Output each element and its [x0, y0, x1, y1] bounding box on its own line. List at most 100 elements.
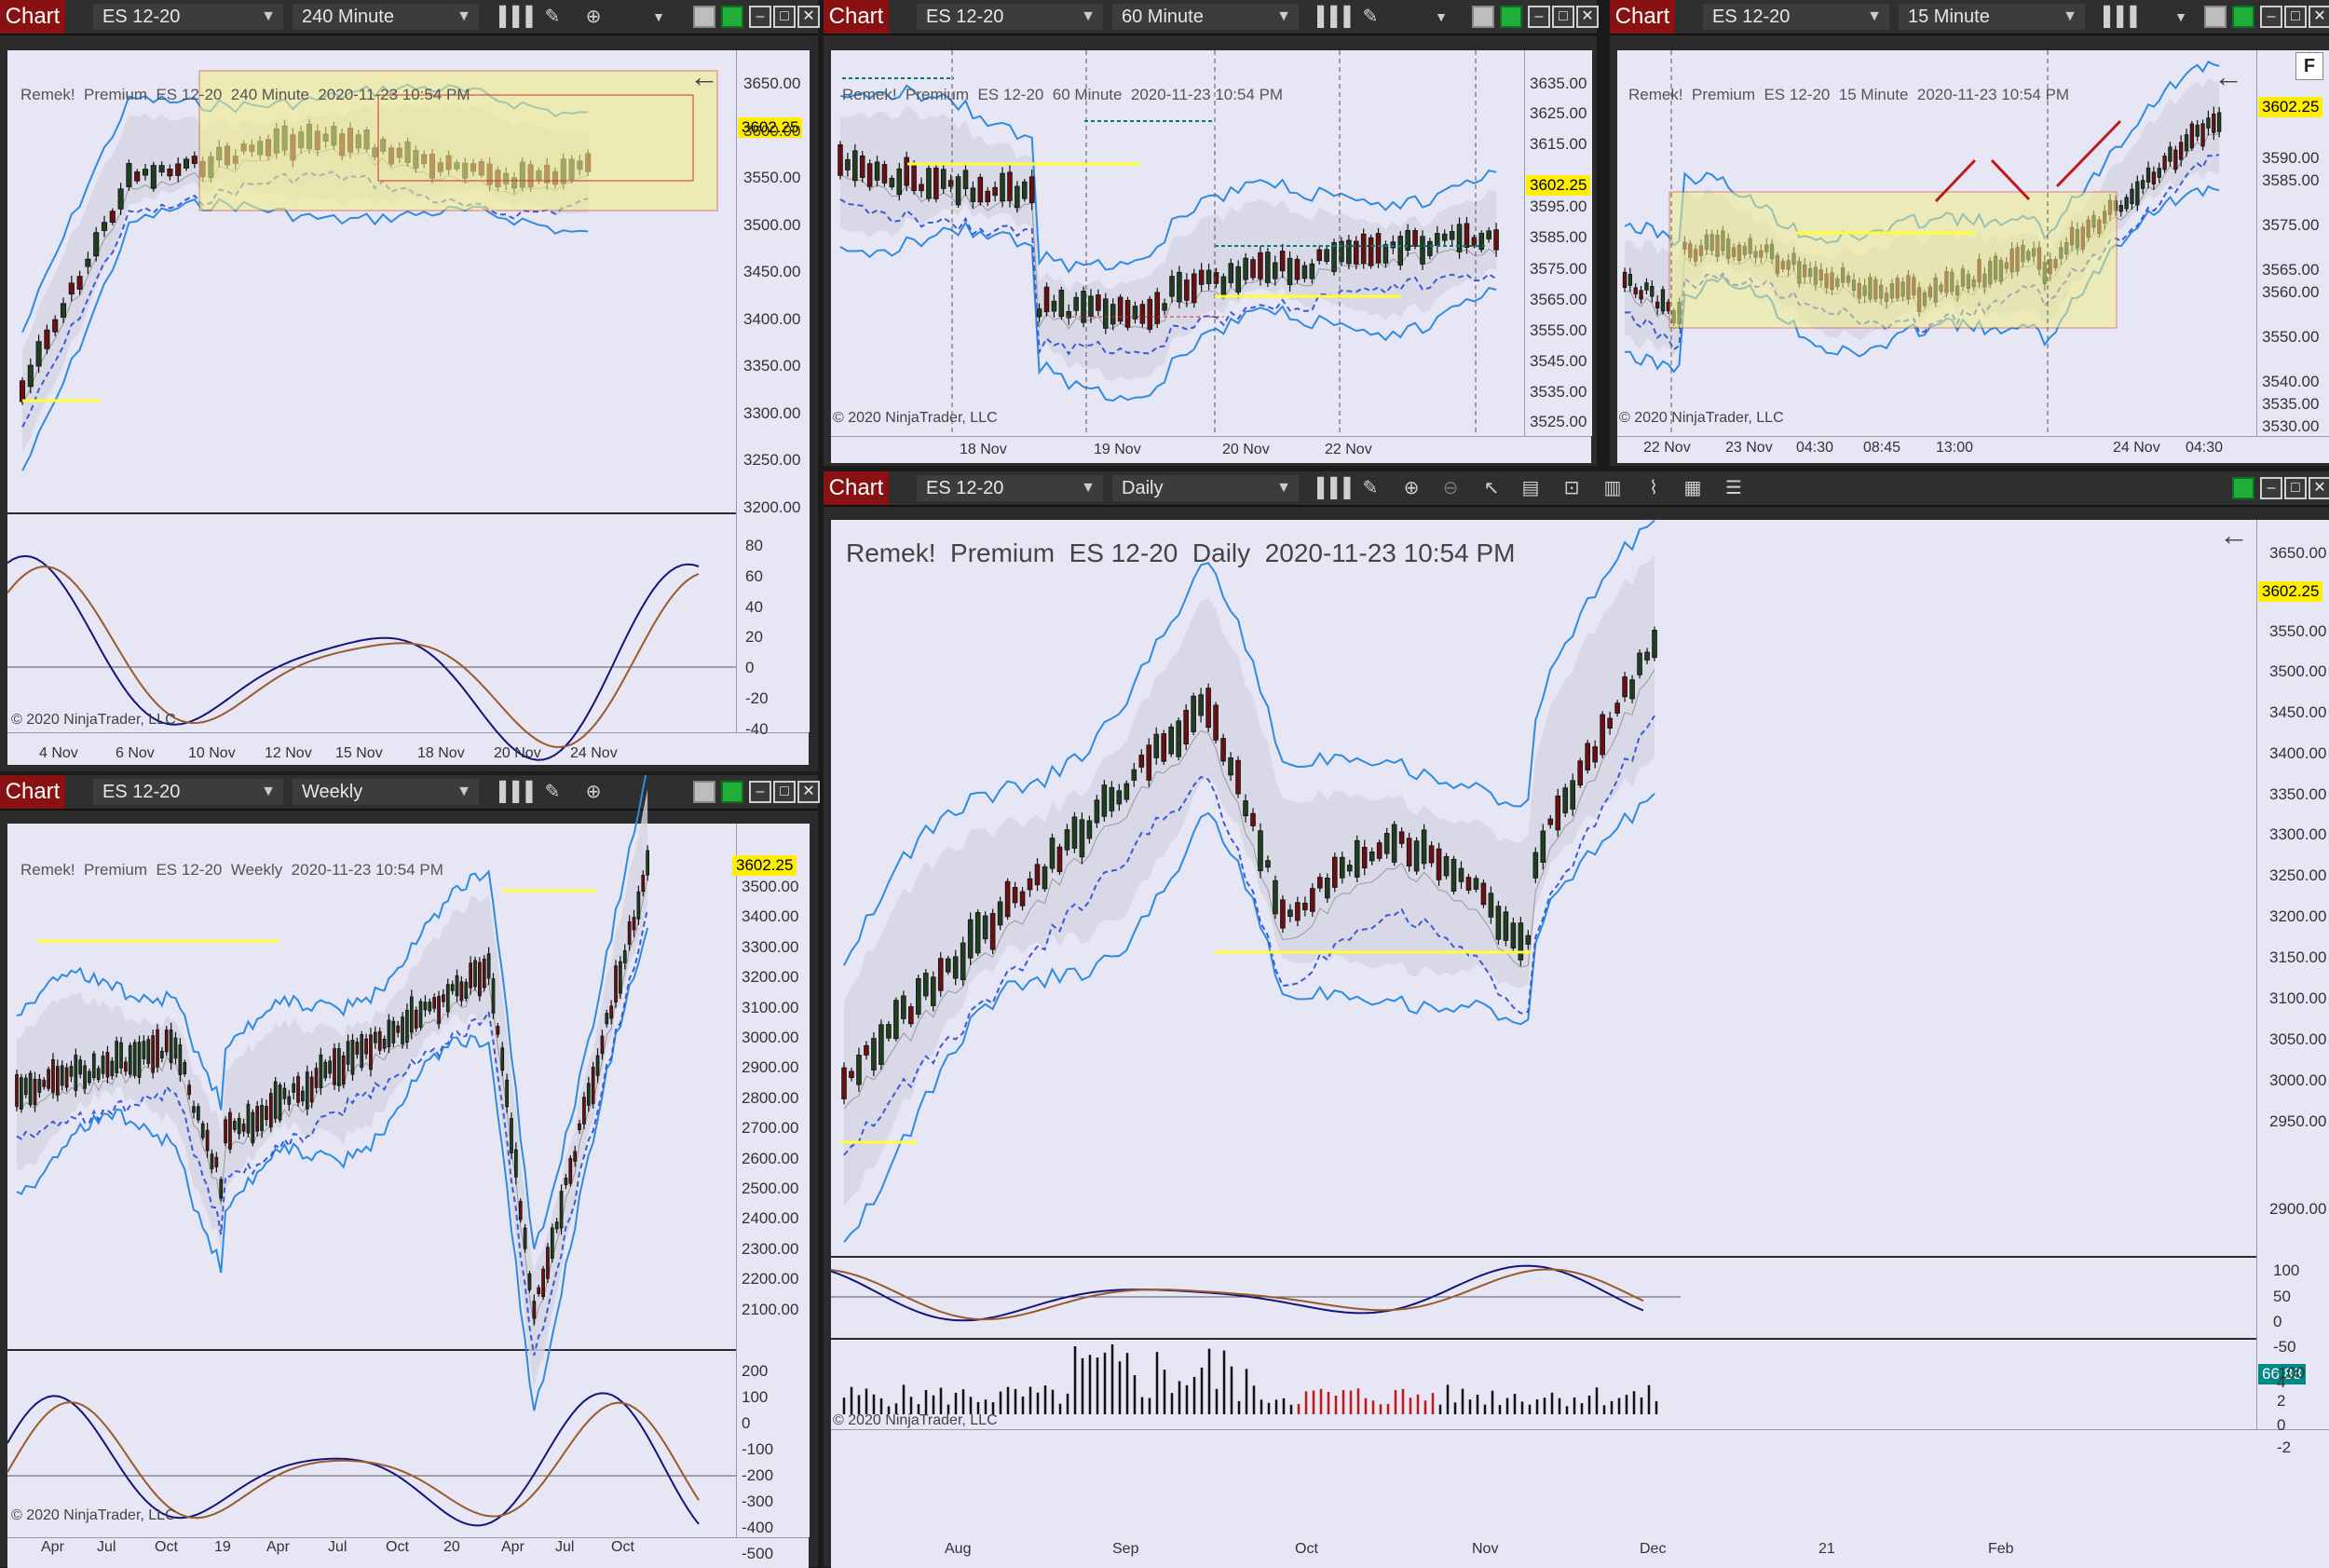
candle-body [137, 1042, 142, 1078]
link-color-button[interactable] [693, 6, 715, 28]
candle-body [119, 1042, 123, 1069]
close-button[interactable]: ✕ [797, 781, 820, 803]
candle-body [1480, 882, 1487, 906]
candle-body [237, 1117, 241, 1135]
data-box-icon[interactable]: ▤ [1521, 478, 1540, 498]
candle-body [1354, 240, 1359, 265]
y-tick-label: 2900.00 [742, 1058, 799, 1077]
y-tick-label: 3450.00 [2269, 703, 2327, 721]
oscillator-panel[interactable] [7, 1351, 736, 1537]
link-green-button[interactable] [721, 781, 743, 803]
maximize-button[interactable]: □ [773, 6, 796, 28]
candle-body [1456, 224, 1463, 252]
link-color-button[interactable] [2204, 6, 2227, 28]
interval-selector[interactable]: Weekly ▼ [293, 779, 479, 805]
f-button[interactable]: F [2295, 52, 2323, 80]
time-axis[interactable] [7, 1537, 809, 1568]
minimize-button[interactable]: – [1528, 6, 1550, 28]
time-axis[interactable] [1617, 436, 2329, 463]
maximize-button[interactable]: □ [1552, 6, 1574, 28]
link-green-button[interactable] [2232, 477, 2254, 499]
back-arrow-icon[interactable]: ← [689, 60, 719, 93]
price-axis[interactable] [736, 50, 810, 732]
zoom-in-icon[interactable]: ⊕ [585, 782, 602, 802]
toolbar-dropdown-icon[interactable]: ▼ [1435, 9, 1448, 24]
candle-body [482, 958, 486, 989]
x-tick-label: 04:30 [2186, 440, 2224, 456]
zoom-in-icon[interactable]: ⊕ [1403, 478, 1420, 498]
candle-body [319, 1054, 323, 1088]
drawing-tool-icon[interactable]: ✎ [1362, 478, 1379, 498]
chart-menu-button[interactable]: Chart [1610, 0, 1675, 34]
oscillator-panel[interactable] [831, 1258, 2256, 1338]
time-axis[interactable] [7, 732, 809, 765]
instrument-selector[interactable]: ES 12-20 ▼ [93, 4, 283, 30]
candle-body [1471, 237, 1478, 246]
minimize-button[interactable]: – [749, 6, 771, 28]
close-button[interactable]: ✕ [2309, 6, 2329, 28]
indicators-icon[interactable]: ▥ [1603, 478, 1622, 498]
drawing-tool-icon[interactable]: ✎ [1362, 7, 1379, 27]
interval-selector[interactable]: 240 Minute ▼ [293, 4, 479, 30]
close-button[interactable]: ✕ [797, 6, 820, 28]
chart-menu-button[interactable]: Chart [0, 775, 65, 809]
zoom-out-icon[interactable]: ⊖ [1442, 478, 1459, 498]
candle-body [1213, 272, 1219, 284]
templates-icon[interactable]: ▦ [1683, 478, 1702, 498]
maximize-button[interactable]: □ [2284, 477, 2307, 499]
x-tick-label: Aug [945, 1541, 972, 1557]
back-arrow-icon[interactable]: ← [2219, 518, 2249, 552]
time-axis[interactable] [831, 436, 1591, 463]
candle-body [641, 875, 646, 893]
time-axis[interactable] [831, 1429, 2329, 1568]
price-axis[interactable] [736, 824, 810, 1537]
link-green-button[interactable] [2232, 6, 2254, 28]
candle-body [78, 1059, 83, 1075]
drawing-tool-icon[interactable]: ✎ [544, 782, 561, 802]
chart-trader-icon[interactable]: ⊡ [1563, 478, 1580, 498]
maximize-button[interactable]: □ [773, 781, 796, 803]
pointer-icon[interactable]: ↖ [1483, 478, 1500, 498]
instrument-selector[interactable]: ES 12-20 ▼ [917, 475, 1103, 501]
instrument-selector[interactable]: ES 12-20 ▼ [93, 779, 283, 805]
trend-arrow [1934, 158, 1977, 203]
interval-selector[interactable]: 60 Minute ▼ [1112, 4, 1299, 30]
minimize-button[interactable]: – [2260, 6, 2282, 28]
candle-body [1555, 795, 1561, 831]
price-axis[interactable] [2256, 520, 2329, 1429]
osc-tick-label: -100 [742, 1440, 774, 1458]
candle-body [1547, 818, 1554, 825]
zoom-in-icon[interactable]: ⊕ [585, 7, 602, 27]
instrument-selector[interactable]: ES 12-20 ▼ [1703, 4, 1889, 30]
candle-body [1213, 704, 1219, 741]
close-button[interactable]: ✕ [2309, 477, 2329, 499]
toolbar-dropdown-icon[interactable]: ▼ [652, 9, 665, 24]
interval-selector[interactable]: 15 Minute ▼ [1899, 4, 2085, 30]
interval-selector[interactable]: Daily ▼ [1112, 475, 1299, 501]
chart-menu-button[interactable]: Chart [824, 0, 889, 34]
price-axis[interactable] [1524, 50, 1592, 436]
candle-body [1146, 744, 1152, 781]
link-color-button[interactable] [693, 781, 715, 803]
copyright: © 2020 NinjaTrader, LLC [11, 712, 176, 728]
chart-menu-button[interactable]: Chart [824, 471, 889, 505]
chart-menu-button[interactable]: Chart [0, 0, 65, 34]
link-green-button[interactable] [1500, 6, 1522, 28]
toolbar-dropdown-icon[interactable]: ▼ [2174, 9, 2187, 24]
x-tick-label: 15 Nov [335, 745, 383, 761]
minimize-button[interactable]: – [749, 781, 771, 803]
strategies-icon[interactable]: ⌇ [1649, 478, 1658, 498]
link-green-button[interactable] [721, 6, 743, 28]
maximize-button[interactable]: □ [2284, 6, 2307, 28]
candle-body [33, 1078, 37, 1106]
properties-icon[interactable]: ☰ [1725, 478, 1742, 498]
minimize-button[interactable]: – [2260, 477, 2282, 499]
back-arrow-icon[interactable]: ← [2213, 60, 2243, 93]
candle-body [992, 186, 998, 197]
candle-body [101, 222, 108, 231]
instrument-selector[interactable]: ES 12-20 ▼ [917, 4, 1103, 30]
close-button[interactable]: ✕ [1576, 6, 1599, 28]
x-tick-label: 04:30 [1796, 440, 1834, 456]
link-color-button[interactable] [1472, 6, 1494, 28]
drawing-tool-icon[interactable]: ✎ [544, 7, 561, 27]
